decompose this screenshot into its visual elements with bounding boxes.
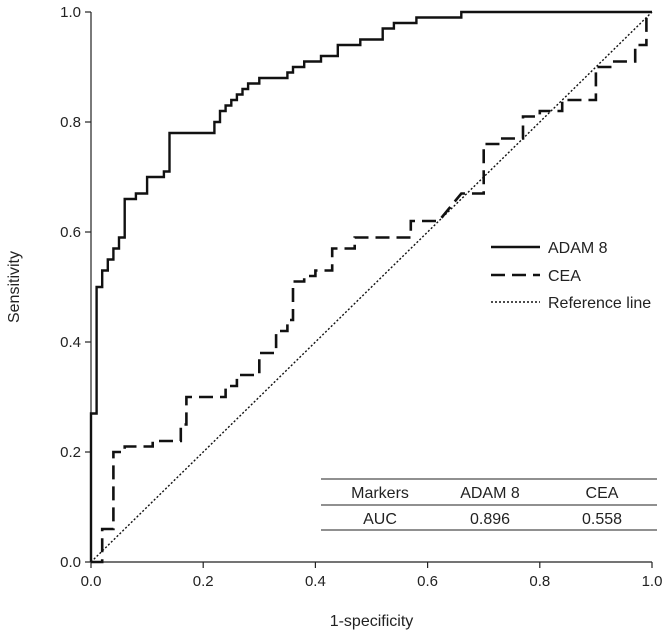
legend: ADAM 8 CEA Reference line bbox=[491, 240, 651, 312]
x-tick-label: 1.0 bbox=[642, 573, 663, 590]
legend-label-cea: CEA bbox=[548, 268, 581, 285]
y-tick-label: 0.6 bbox=[60, 224, 81, 241]
x-axis-ticks: 0.0 0.2 0.4 0.6 0.8 1.0 bbox=[81, 562, 663, 590]
table-cell-adam8-auc: 0.896 bbox=[470, 511, 510, 528]
series-reference-line bbox=[90, 11, 653, 563]
x-tick-label: 0.2 bbox=[193, 573, 214, 590]
table-header-cea: CEA bbox=[586, 485, 619, 502]
y-tick-label: 0.8 bbox=[60, 114, 81, 131]
y-tick-label: 0.0 bbox=[60, 554, 81, 571]
legend-label-reference-line: Reference line bbox=[548, 295, 651, 312]
y-tick-label: 0.4 bbox=[60, 334, 81, 351]
series-adam8-line bbox=[89, 10, 652, 562]
x-tick-label: 0.4 bbox=[305, 573, 326, 590]
table-cell-cea-auc: 0.558 bbox=[582, 511, 622, 528]
series-cea-line bbox=[91, 16, 652, 564]
y-tick-label: 0.2 bbox=[60, 444, 81, 461]
x-tick-label: 0.0 bbox=[81, 573, 102, 590]
table-header-adam8: ADAM 8 bbox=[460, 485, 520, 502]
legend-label-adam8: ADAM 8 bbox=[548, 240, 608, 257]
series-layer bbox=[89, 10, 653, 564]
y-axis-ticks: 0.0 0.2 0.4 0.6 0.8 1.0 bbox=[60, 4, 91, 571]
x-tick-label: 0.6 bbox=[417, 573, 438, 590]
y-axis-label: Sensitivity bbox=[6, 251, 23, 323]
y-tick-label: 1.0 bbox=[60, 4, 81, 21]
table-header-markers: Markers bbox=[351, 485, 409, 502]
x-tick-label: 0.8 bbox=[529, 573, 550, 590]
table-cell-auc-label: AUC bbox=[363, 511, 397, 528]
x-axis-label: 1-specificity bbox=[330, 613, 414, 630]
auc-table: Markers ADAM 8 CEA AUC 0.896 0.558 bbox=[321, 478, 657, 531]
